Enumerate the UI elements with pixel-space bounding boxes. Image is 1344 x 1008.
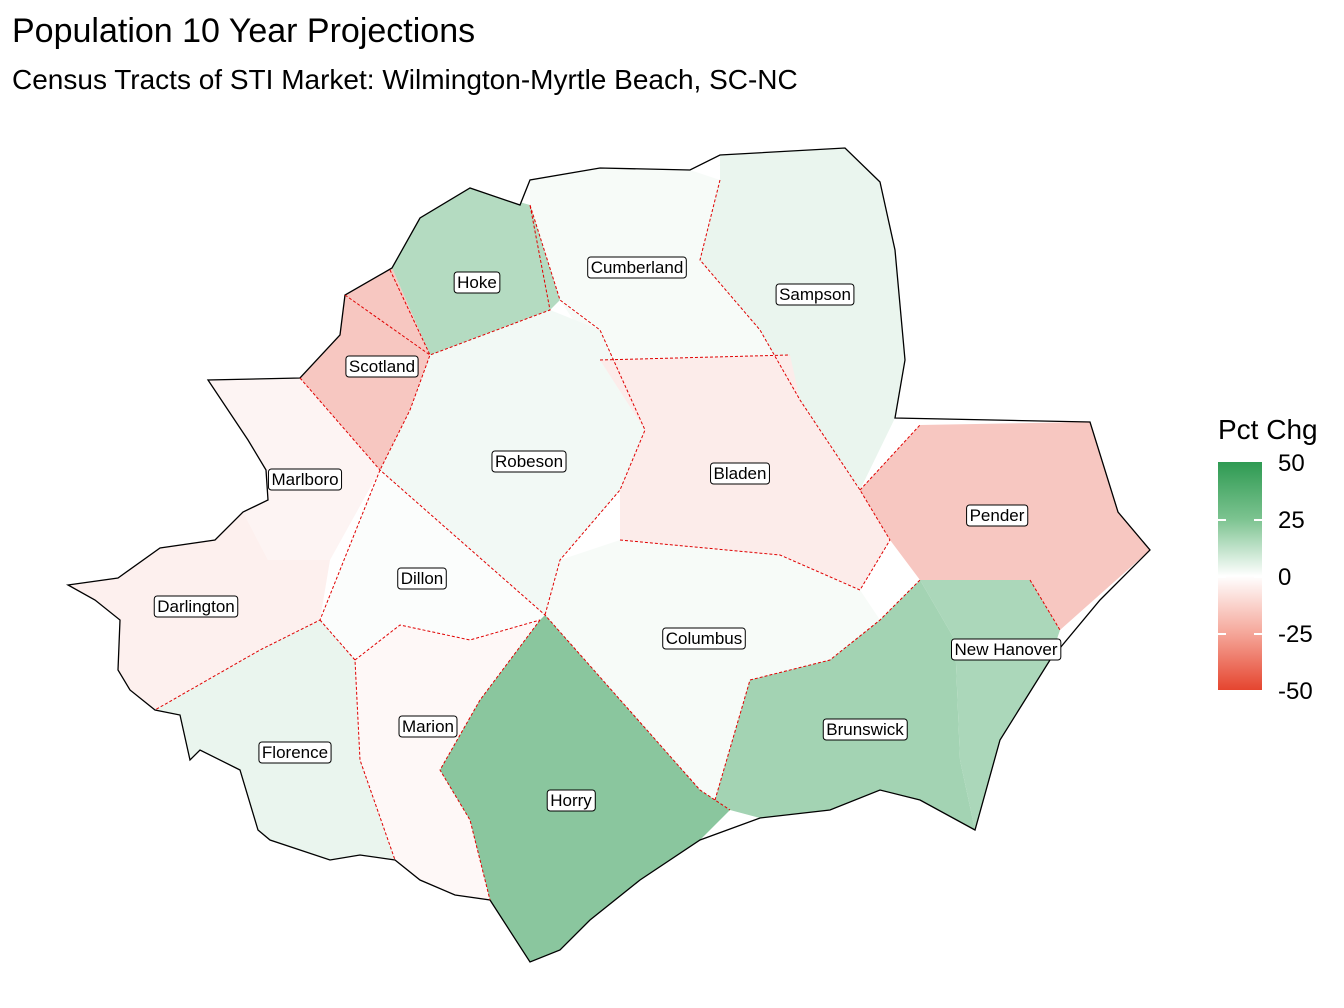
legend-tickmark bbox=[1218, 519, 1226, 521]
county-label-box bbox=[662, 627, 746, 650]
county-label-box bbox=[951, 638, 1062, 661]
svg-text:Darlington: Darlington bbox=[157, 597, 235, 616]
county-fill-marion bbox=[355, 620, 540, 900]
county-label-box bbox=[966, 504, 1029, 527]
county-label-box bbox=[822, 718, 908, 741]
county-label-new-hanover: New Hanover bbox=[951, 638, 1062, 661]
svg-text:Hoke: Hoke bbox=[457, 273, 497, 292]
svg-text:Bladen: Bladen bbox=[714, 464, 767, 483]
county-label-dillon: Dillon bbox=[397, 567, 447, 590]
county-label-box bbox=[398, 715, 458, 738]
county-fill-dillon bbox=[320, 470, 545, 660]
county-label-box bbox=[267, 468, 343, 491]
county-label-scotland: Scotland bbox=[345, 355, 419, 378]
county-label-horry: Horry bbox=[546, 789, 596, 812]
county-label-box bbox=[546, 789, 596, 812]
county-label-bladen: Bladen bbox=[710, 462, 770, 485]
county-label-pender: Pender bbox=[966, 504, 1029, 527]
svg-text:Horry: Horry bbox=[550, 791, 592, 810]
legend-tick-label: -50 bbox=[1278, 678, 1313, 705]
legend-tickmark bbox=[1218, 576, 1226, 578]
county-label-sampson: Sampson bbox=[775, 283, 855, 306]
county-fill-brunswick bbox=[715, 580, 975, 830]
county-borders bbox=[154, 179, 1061, 901]
county-label-marlboro: Marlboro bbox=[267, 468, 343, 491]
county-label-florence: Florence bbox=[258, 741, 332, 764]
chart-subtitle: Census Tracts of STI Market: Wilmington-… bbox=[12, 64, 798, 95]
svg-text:Robeson: Robeson bbox=[495, 452, 563, 471]
svg-text:Scotland: Scotland bbox=[349, 357, 415, 376]
svg-text:Cumberland: Cumberland bbox=[591, 258, 684, 277]
choropleth-map: Hoke Cumberland Sampson Scotland Robeson Blad… bbox=[65, 147, 1151, 963]
county-label-brunswick: Brunswick bbox=[822, 718, 908, 741]
legend-tick-label: -25 bbox=[1278, 621, 1313, 648]
county-label-box bbox=[587, 256, 687, 279]
county-label-darlington: Darlington bbox=[153, 595, 239, 618]
legend-title: Pct Chg bbox=[1218, 414, 1318, 445]
county-fill-columbus bbox=[545, 540, 880, 800]
county-label-cumberland: Cumberland bbox=[587, 256, 687, 279]
legend-tick-label: 25 bbox=[1278, 507, 1305, 534]
svg-text:Columbus: Columbus bbox=[666, 629, 743, 648]
county-fill-sampson bbox=[700, 148, 905, 490]
county-label-hoke: Hoke bbox=[453, 271, 501, 294]
svg-text:Marion: Marion bbox=[402, 717, 454, 736]
legend-tickmark bbox=[1254, 576, 1262, 578]
county-label-box bbox=[710, 462, 770, 485]
county-label-box bbox=[775, 283, 855, 306]
county-fill-horry bbox=[440, 615, 730, 962]
county-label-box bbox=[153, 595, 239, 618]
svg-text:Dillon: Dillon bbox=[401, 569, 444, 588]
chart-title: Population 10 Year Projections bbox=[12, 12, 476, 50]
county-label-columbus: Columbus bbox=[662, 627, 746, 650]
legend-tickmark bbox=[1254, 633, 1262, 635]
legend-tick-label: 0 bbox=[1278, 564, 1292, 591]
svg-text:Sampson: Sampson bbox=[779, 285, 851, 304]
county-label-box bbox=[345, 355, 419, 378]
svg-text:Pender: Pender bbox=[970, 506, 1025, 525]
legend-tickmark bbox=[1218, 633, 1226, 635]
county-label-box bbox=[258, 741, 332, 764]
svg-text:Marlboro: Marlboro bbox=[271, 470, 338, 489]
county-label-box bbox=[453, 271, 501, 294]
legend-tick-label: 50 bbox=[1278, 450, 1305, 477]
county-label-box bbox=[397, 567, 447, 590]
county-fill-florence bbox=[155, 620, 395, 860]
svg-text:New Hanover: New Hanover bbox=[955, 640, 1058, 659]
svg-text:Florence: Florence bbox=[262, 743, 328, 762]
county-labels: Hoke Cumberland Sampson Scotland Robeson Blad… bbox=[153, 256, 1062, 812]
county-label-box bbox=[491, 450, 567, 473]
legend-tickmark bbox=[1254, 519, 1262, 521]
county-label-marion: Marion bbox=[398, 715, 458, 738]
svg-text:Brunswick: Brunswick bbox=[826, 720, 904, 739]
county-label-robeson: Robeson bbox=[491, 450, 567, 473]
